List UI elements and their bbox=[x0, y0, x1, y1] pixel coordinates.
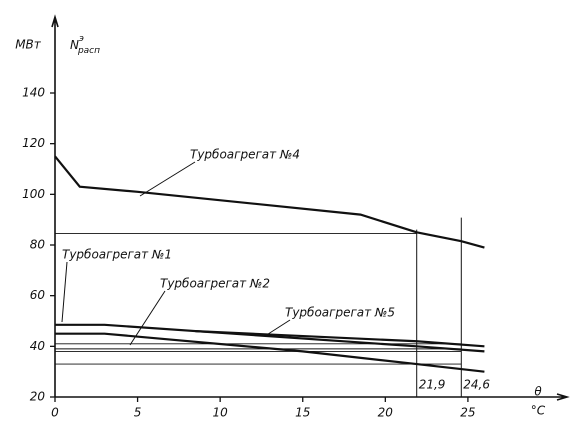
series-line bbox=[54, 155, 485, 249]
x-tick-label: 15 bbox=[295, 406, 310, 420]
x-tick-label: 5 bbox=[134, 406, 142, 420]
x-tick-label: 10 bbox=[213, 406, 229, 420]
y-tick-label: 140 bbox=[22, 86, 45, 100]
label-leader bbox=[129, 290, 166, 346]
series-line bbox=[195, 330, 485, 348]
y-tick-label: 20 bbox=[30, 390, 46, 404]
y-unit: МВт bbox=[15, 38, 42, 52]
y-symbol: Nэ расп bbox=[70, 34, 100, 56]
series-line bbox=[55, 323, 485, 353]
series-label: Турбоагрегат №1 bbox=[62, 248, 172, 262]
vline-label: 21,9 bbox=[419, 378, 446, 392]
x-tick-label: 25 bbox=[460, 406, 475, 420]
y-symbol-main: N bbox=[70, 38, 79, 52]
x-label: θ bbox=[534, 385, 542, 399]
series-label: Турбоагрегат №5 bbox=[285, 306, 395, 320]
y-tick-label: 60 bbox=[30, 288, 46, 302]
x-unit: °C bbox=[531, 404, 546, 418]
label-leader bbox=[139, 161, 196, 197]
y-tick-label: 40 bbox=[30, 339, 46, 353]
y-tick-label: 120 bbox=[22, 136, 45, 150]
y-symbol-sub: расп bbox=[77, 46, 100, 56]
y-symbol-sup: э bbox=[79, 34, 84, 44]
x-axis bbox=[55, 393, 570, 401]
y-axis bbox=[51, 14, 59, 397]
x-tick-label: 0 bbox=[51, 406, 59, 420]
y-tick-label: 100 bbox=[22, 187, 45, 201]
label-leader bbox=[264, 319, 291, 337]
series-line bbox=[55, 332, 485, 373]
vline-label: 24,6 bbox=[463, 378, 490, 392]
series-label: Турбоагрегат №4 bbox=[190, 148, 300, 162]
y-tick-label: 80 bbox=[30, 238, 46, 252]
label-leader bbox=[61, 261, 68, 323]
series-label: Турбоагрегат №2 bbox=[160, 277, 270, 291]
x-tick-label: 20 bbox=[378, 406, 394, 420]
